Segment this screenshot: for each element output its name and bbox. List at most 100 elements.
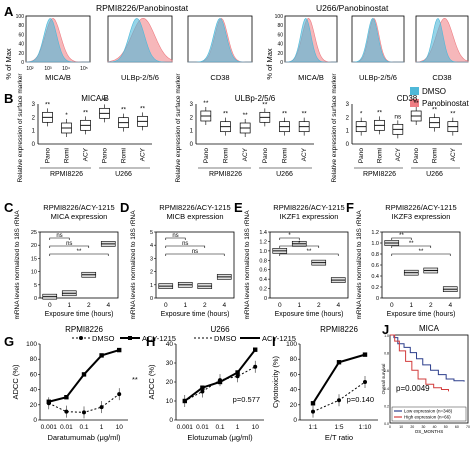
xtick-label: 2 <box>87 302 91 309</box>
boxplot-ylabel: Relative expression of surface marker <box>17 73 24 183</box>
significance-label: ** <box>419 249 424 255</box>
ytick-label: 80 <box>290 356 298 363</box>
histogram-xtick: 10² <box>26 66 34 72</box>
boxplot-ylabel: Relative expression of surface marker <box>331 73 338 183</box>
boxplot-ytick: 2 <box>32 115 36 121</box>
boxplot-category: Pano <box>102 148 109 164</box>
panel-b: B MICA/B 3 2 1 0 Relative expression of surfa… <box>4 73 462 183</box>
boxplot-category: Pano <box>413 148 420 164</box>
xtick-label: 0.1 <box>79 424 88 431</box>
xtick-label: 10 <box>116 424 124 431</box>
xtick-label: 0 <box>164 302 168 309</box>
ytick-label: 10 <box>31 270 37 276</box>
xtick-label: 70 <box>466 425 470 429</box>
xtick-label: 10 <box>252 424 260 431</box>
significance-label: ** <box>307 249 312 255</box>
boxplot-significance: ** <box>203 100 209 107</box>
significance-label: ** <box>399 233 404 239</box>
histogram-ytick: 0 <box>21 60 24 66</box>
ytick-label: 40 <box>30 387 38 394</box>
cell-line-label: U266 <box>426 171 443 178</box>
ytick-label: 0.6 <box>371 263 379 269</box>
chart-title: RPMI8226/ACY-1215 <box>385 203 456 212</box>
ytick-label: 3 <box>150 256 153 262</box>
ytick-label: 15 <box>31 256 37 262</box>
ytick-label: 30 <box>166 360 174 367</box>
ytick-label: 0 <box>264 296 267 302</box>
boxplot-category: Pano <box>45 148 52 164</box>
ytick-label: 10 <box>166 398 174 405</box>
histogram-ytick: 60 <box>18 32 24 38</box>
dmso-point <box>235 374 240 379</box>
panel-j: J MICA 1.0 0.8 0.6 0.4 0.2 0.0 Overall survival 0… <box>381 322 470 434</box>
xtick-label: 0 <box>278 302 282 309</box>
boxplot-significance: ** <box>262 101 268 108</box>
histogram-ytick: 80 <box>18 23 24 29</box>
chart-xlabel: Exposure time (hours) <box>161 311 230 318</box>
dmso-point <box>82 410 86 415</box>
ytick-label: 0 <box>150 296 153 302</box>
significance-bracket <box>391 237 412 240</box>
ytick-label: 0.4 <box>259 277 267 283</box>
boxplot-ytick: 0 <box>32 142 36 148</box>
boxplot-significance: ** <box>302 111 308 118</box>
dmso-point <box>99 405 104 410</box>
significance-bracket <box>279 237 300 240</box>
cell-line-label: RPMI8226 <box>50 171 83 178</box>
xtick-label: 0 <box>390 302 394 309</box>
panel-letter: D <box>120 200 129 215</box>
xtick-label: 1 <box>100 424 104 431</box>
xtick-label: 0 <box>389 425 391 429</box>
panel-a-ylabel-2: % of Max <box>265 48 274 80</box>
acy-point <box>182 398 187 404</box>
histogram-ytick: 60 <box>277 32 283 38</box>
panel-letter: F <box>346 200 354 215</box>
boxplot-significance: ** <box>102 97 108 104</box>
ytick-label: 1.4 <box>259 230 267 236</box>
boxplot-ytick: 3 <box>190 102 194 108</box>
ytick-label: 0.2 <box>384 404 389 408</box>
significance-label: ns <box>66 241 72 247</box>
histogram-marker-label: CD38 <box>210 73 229 82</box>
xtick-label: 1:5 <box>334 424 343 431</box>
significance-bracket <box>49 253 109 256</box>
ytick-label: 0.2 <box>371 285 379 291</box>
boxplot-ytick: 3 <box>32 102 36 108</box>
panel-letter: E <box>234 200 243 215</box>
ytick-label: 5 <box>150 230 153 236</box>
panel-a-group2-title: U266/Panobinostat <box>316 3 389 13</box>
significance-label: ns <box>182 241 188 247</box>
km-curve <box>390 334 465 382</box>
chart-xlabel: E/T ratio <box>325 433 353 442</box>
boxplot-category: Pano <box>262 148 269 164</box>
histogram-ytick: 0 <box>280 60 283 66</box>
acy-point <box>99 353 104 358</box>
ytick-label: 0 <box>169 417 173 424</box>
km-frame <box>389 334 469 424</box>
ytick-label: 20 <box>166 379 174 386</box>
histogram-curve <box>25 18 90 63</box>
boxplot-title: ULBp-2/5/6 <box>235 94 276 103</box>
histogram-ytick: 100 <box>275 14 284 20</box>
ytick-label: 40 <box>166 341 174 348</box>
chart-title: MICA <box>419 324 440 333</box>
histogram-ytick: 100 <box>16 14 25 20</box>
ytick-label: 1 <box>150 283 153 289</box>
legend-dmso-label: DMSO <box>214 334 237 343</box>
ytick-label: 80 <box>30 356 38 363</box>
boxplot-ytick: 3 <box>346 102 350 108</box>
significance-bracket <box>279 253 339 256</box>
dmso-point <box>117 392 122 397</box>
boxplot-title: CD38 <box>397 94 418 103</box>
histogram-xtick: 10⁴ <box>62 66 70 72</box>
legend-acy-label: ACY-1215 <box>142 334 176 343</box>
acy-point <box>200 385 205 390</box>
boxplot-ytick: 0 <box>190 142 194 148</box>
boxplot-ylabel: Relative expression of surface marker <box>175 73 182 183</box>
xtick-label: 4 <box>222 302 226 309</box>
ytick-label: 100 <box>286 341 297 348</box>
ytick-label: 60 <box>290 371 298 378</box>
ytick-label: 60 <box>30 371 38 378</box>
significance-label: * <box>288 233 291 239</box>
